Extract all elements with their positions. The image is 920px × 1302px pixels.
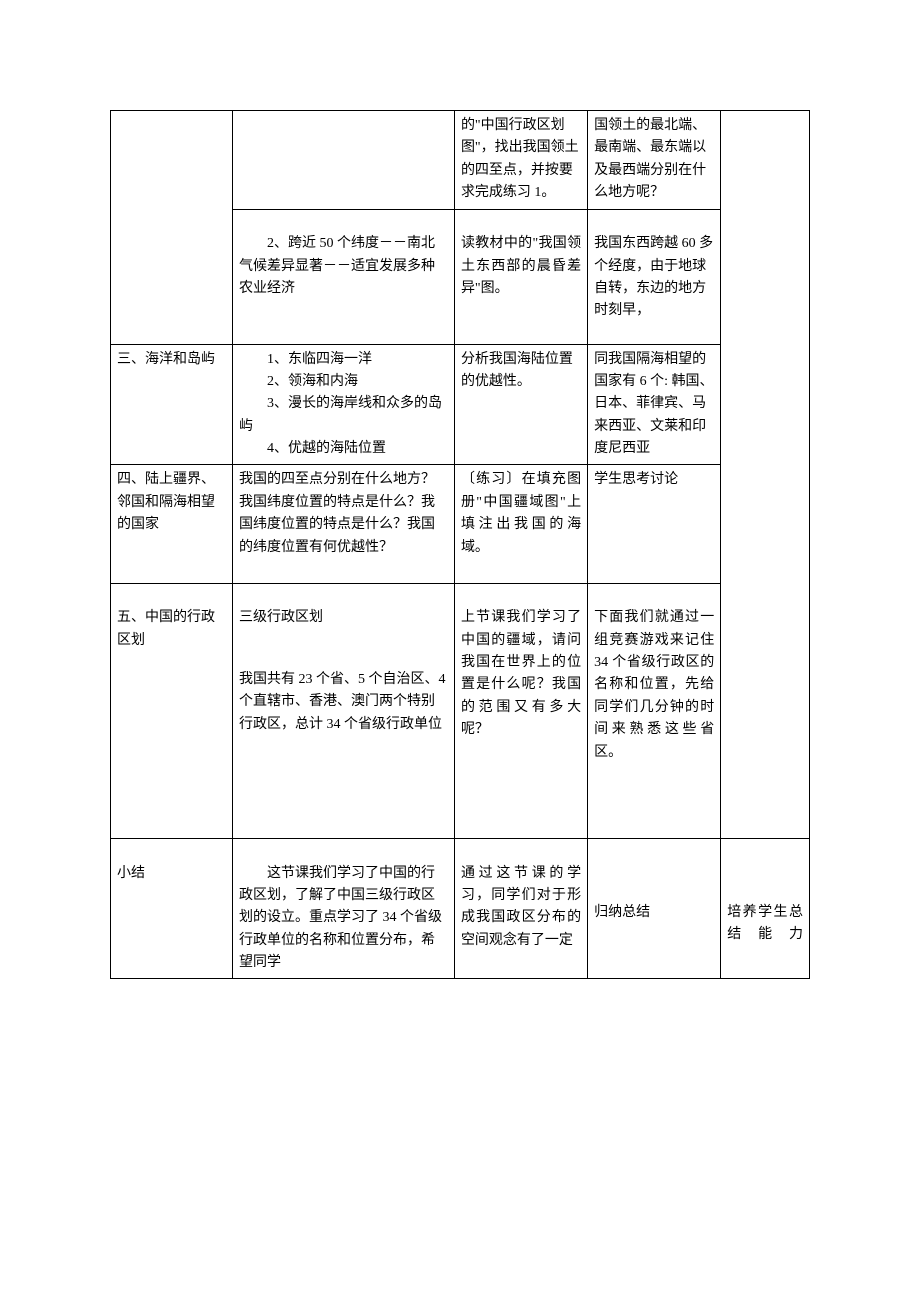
cell-intent — [721, 111, 810, 839]
text: 下面我们就通过一组竞赛游戏来记住 34 个省级行政区的名称和位置，先给同学们几分… — [594, 607, 714, 764]
cell-intent: 培养学生总结能力 — [721, 838, 810, 979]
text: 2、跨近 50 个纬度－－南北气候差异显著－－适宜发展多种农业经济 — [239, 233, 448, 300]
cell-section — [111, 111, 233, 345]
table-row: 的"中国行政区划图"，找出我国领土的四至点，并按要求完成练习 1。 国领土的最北… — [111, 111, 810, 210]
text: 〔练习〕在填充图册"中国疆域图"上填注出我国的海域。 — [461, 469, 581, 559]
cell-student-activity: 归纳总结 — [588, 838, 721, 979]
text: 三级行政区划 — [239, 607, 448, 629]
cell-teacher-activity: 读教材中的"我国领土东西部的晨昏差异"图。 — [454, 209, 587, 344]
table-row: 四、陆上疆界、邻国和隔海相望的国家 我国的四至点分别在什么地方？我国纬度位置的特… — [111, 465, 810, 583]
cell-student-activity: 学生思考讨论 — [588, 465, 721, 583]
cell-section: 五、中国的行政区划 — [111, 583, 233, 838]
cell-content: 我国的四至点分别在什么地方？我国纬度位置的特点是什么？我国纬度位置的特点是什么？… — [233, 465, 455, 583]
cell-content — [233, 111, 455, 210]
text: 的"中国行政区划图"，找出我国领土的四至点，并按要求完成练习 1。 — [461, 115, 581, 205]
table-row: 五、中国的行政区划 三级行政区划 我国共有 23 个省、5 个自治区、4 个直辖… — [111, 583, 810, 838]
cell-teacher-activity: 〔练习〕在填充图册"中国疆域图"上填注出我国的海域。 — [454, 465, 587, 583]
cell-teacher-activity: 上节课我们学习了中国的疆域，请问我国在世界上的位置是什么呢？我国的范围又有多大呢… — [454, 583, 587, 838]
text: 同我国隔海相望的国家有 6 个: 韩国、日本、菲律宾、马来西亚、文莱和印度尼西亚 — [594, 349, 714, 461]
text: 我国的四至点分别在什么地方？我国纬度位置的特点是什么？我国纬度位置的特点是什么？… — [239, 469, 448, 559]
cell-student-activity: 同我国隔海相望的国家有 6 个: 韩国、日本、菲律宾、马来西亚、文莱和印度尼西亚 — [588, 344, 721, 465]
text: 3、漫长的海岸线和众多的岛屿 — [239, 393, 448, 438]
table-row: 三、海洋和岛屿 1、东临四海一洋 2、领海和内海 3、漫长的海岸线和众多的岛屿 … — [111, 344, 810, 465]
text: 国领土的最北端、最南端、最东端以及最西端分别在什么地方呢？ — [594, 115, 714, 205]
text: 四、陆上疆界、邻国和隔海相望的国家 — [117, 469, 226, 536]
text: 我国共有 23 个省、5 个自治区、4 个直辖市、香港、澳门两个特别行政区，总计… — [239, 669, 448, 736]
text: 这节课我们学习了中国的行政区划，了解了中国三级行政区划的设立。重点学习了 34 … — [239, 863, 448, 975]
cell-student-activity: 我国东西跨越 60 多个经度，由于地球自转，东边的地方时刻早， — [588, 209, 721, 344]
text: 培养学生总结能力 — [727, 902, 803, 947]
page: 的"中国行政区划图"，找出我国领土的四至点，并按要求完成练习 1。 国领土的最北… — [0, 0, 920, 1302]
cell-teacher-activity: 的"中国行政区划图"，找出我国领土的四至点，并按要求完成练习 1。 — [454, 111, 587, 210]
cell-student-activity: 国领土的最北端、最南端、最东端以及最西端分别在什么地方呢？ — [588, 111, 721, 210]
text: 1、东临四海一洋 — [239, 349, 448, 371]
lesson-table: 的"中国行政区划图"，找出我国领土的四至点，并按要求完成练习 1。 国领土的最北… — [110, 110, 810, 979]
table-row: 小结 这节课我们学习了中国的行政区划，了解了中国三级行政区划的设立。重点学习了 … — [111, 838, 810, 979]
text: 4、优越的海陆位置 — [239, 438, 448, 460]
cell-teacher-activity: 通过这节课的学习，同学们对于形成我国政区分布的空间观念有了一定 — [454, 838, 587, 979]
text: 2、领海和内海 — [239, 371, 448, 393]
text: 分析我国海陆位置的优越性。 — [461, 349, 581, 394]
cell-content: 1、东临四海一洋 2、领海和内海 3、漫长的海岸线和众多的岛屿 4、优越的海陆位… — [233, 344, 455, 465]
cell-content: 这节课我们学习了中国的行政区划，了解了中国三级行政区划的设立。重点学习了 34 … — [233, 838, 455, 979]
cell-teacher-activity: 分析我国海陆位置的优越性。 — [454, 344, 587, 465]
cell-section: 三、海洋和岛屿 — [111, 344, 233, 465]
text: 通过这节课的学习，同学们对于形成我国政区分布的空间观念有了一定 — [461, 863, 581, 953]
text: 学生思考讨论 — [594, 469, 714, 491]
text: 上节课我们学习了中国的疆域，请问我国在世界上的位置是什么呢？我国的范围又有多大呢… — [461, 607, 581, 741]
cell-content: 2、跨近 50 个纬度－－南北气候差异显著－－适宜发展多种农业经济 — [233, 209, 455, 344]
text: 读教材中的"我国领土东西部的晨昏差异"图。 — [461, 233, 581, 300]
cell-content: 三级行政区划 我国共有 23 个省、5 个自治区、4 个直辖市、香港、澳门两个特… — [233, 583, 455, 838]
text: 小结 — [117, 863, 226, 885]
text: 五、中国的行政区划 — [117, 607, 226, 652]
text: 归纳总结 — [594, 902, 714, 924]
text: 三、海洋和岛屿 — [117, 349, 226, 371]
text: 我国东西跨越 60 多个经度，由于地球自转，东边的地方时刻早， — [594, 233, 714, 323]
cell-section: 小结 — [111, 838, 233, 979]
cell-section: 四、陆上疆界、邻国和隔海相望的国家 — [111, 465, 233, 583]
cell-student-activity: 下面我们就通过一组竞赛游戏来记住 34 个省级行政区的名称和位置，先给同学们几分… — [588, 583, 721, 838]
